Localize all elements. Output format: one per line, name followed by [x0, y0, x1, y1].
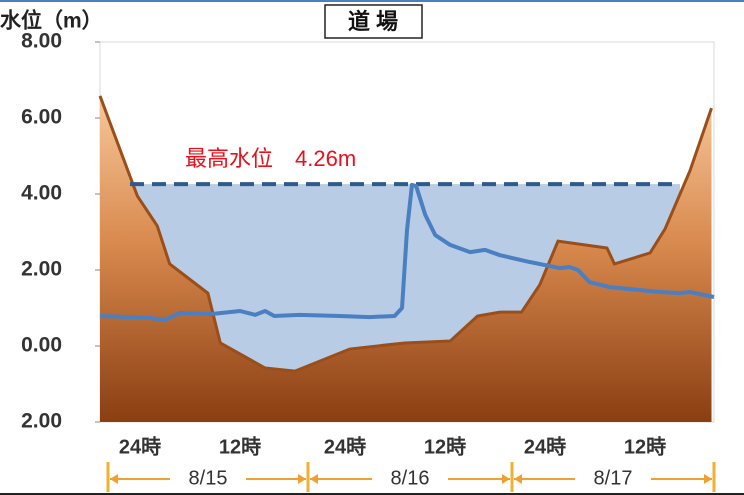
- y-tick-label: 8.00: [21, 30, 62, 53]
- title-box: [324, 4, 423, 39]
- x-tick-label: 12時: [219, 434, 261, 458]
- y-tick-label: 4.00: [21, 182, 62, 205]
- arrow-head: [310, 474, 318, 484]
- x-tick-label: 24時: [524, 434, 566, 458]
- ground-area: [100, 95, 712, 423]
- arrow-head: [502, 474, 510, 484]
- arrow-head: [298, 474, 306, 484]
- water-level-line: [99, 182, 715, 323]
- y-tick-label: 6.00: [21, 106, 62, 129]
- x-tick-label: 24時: [119, 434, 161, 458]
- date-label: 8/15: [189, 467, 228, 489]
- arrow-head: [704, 474, 712, 484]
- y-tick-label: 2.00: [21, 258, 62, 281]
- arrow-head: [514, 474, 522, 484]
- ground-line: [98, 95, 713, 373]
- x-tick-label: 12時: [424, 434, 466, 458]
- y-tick-label: 0.00: [21, 334, 62, 357]
- chart-title: 道 場: [348, 9, 398, 34]
- y-tick-label: 2.00: [21, 410, 62, 433]
- date-label: 8/16: [391, 467, 430, 489]
- arrow-head: [110, 474, 118, 484]
- y-axis-title: 水位（m）: [0, 9, 103, 33]
- annotation: 最高水位 4.26m: [185, 146, 356, 171]
- date-label: 8/17: [594, 467, 633, 489]
- x-tick-label: 24時: [324, 434, 366, 458]
- x-tick-label: 12時: [624, 434, 666, 458]
